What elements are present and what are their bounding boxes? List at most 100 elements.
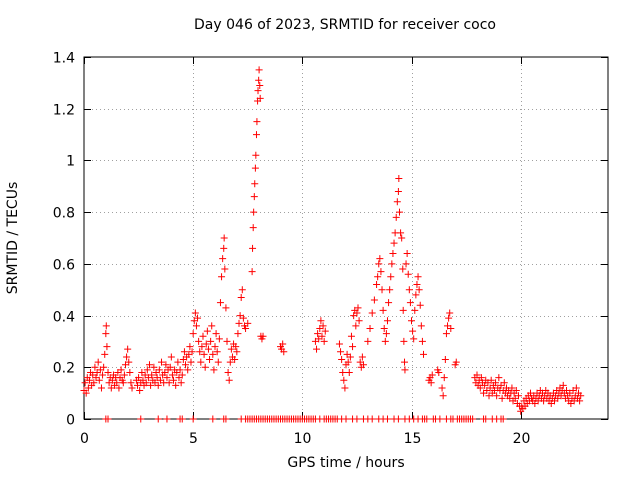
data-point: [200, 350, 208, 358]
data-point: [381, 337, 389, 345]
data-point: [218, 273, 226, 281]
data-point: [499, 415, 507, 423]
data-point: [337, 348, 345, 356]
data-point: [353, 415, 361, 423]
data-point: [388, 260, 396, 268]
data-point: [410, 335, 418, 343]
data-point: [208, 322, 216, 330]
data-point: [428, 371, 436, 379]
data-point: [435, 368, 443, 376]
data-point: [103, 343, 111, 351]
data-point: [347, 332, 355, 340]
data-point: [168, 371, 176, 379]
data-point: [403, 250, 411, 258]
data-point: [398, 234, 406, 242]
data-point: [397, 229, 405, 237]
data-point: [492, 379, 500, 387]
data-point: [99, 371, 107, 379]
data-point: [255, 76, 263, 84]
data-point: [225, 376, 233, 384]
data-point: [445, 314, 453, 322]
data-point: [170, 376, 178, 384]
data-point: [142, 379, 150, 387]
data-point: [126, 368, 134, 376]
data-point: [177, 379, 185, 387]
data-point: [414, 273, 422, 281]
data-point: [216, 299, 224, 307]
data-point: [148, 371, 156, 379]
data-point: [206, 356, 214, 364]
data-point: [227, 345, 235, 353]
data-point: [442, 330, 450, 338]
data-point: [355, 317, 363, 325]
data-point: [85, 376, 93, 384]
data-point: [167, 353, 175, 361]
grid-layer: [84, 57, 608, 419]
data-point: [213, 348, 221, 356]
data-point: [237, 293, 245, 301]
data-point: [341, 384, 349, 392]
data-point: [432, 415, 440, 423]
data-point: [374, 273, 382, 281]
data-point: [137, 415, 145, 423]
data-point: [163, 374, 171, 382]
y-tick-label: 0.2: [53, 361, 75, 377]
data-point: [345, 368, 353, 376]
data-point: [477, 374, 485, 382]
data-point: [102, 330, 110, 338]
data-point: [224, 368, 232, 376]
data-point: [498, 394, 506, 402]
data-point: [187, 358, 195, 366]
y-tick-label: 0.6: [53, 258, 75, 274]
data-point: [319, 322, 327, 330]
data-point: [102, 322, 110, 330]
data-point: [280, 348, 288, 356]
data-point: [368, 415, 376, 423]
data-point: [446, 309, 454, 317]
data-point: [493, 392, 501, 400]
data-point: [127, 379, 135, 387]
data-point: [399, 306, 407, 314]
data-point: [128, 384, 136, 392]
data-point: [100, 363, 108, 371]
data-point: [411, 306, 419, 314]
data-point: [201, 363, 209, 371]
data-point: [248, 268, 256, 276]
data-point: [317, 317, 325, 325]
data-point: [395, 175, 403, 183]
data-point: [576, 397, 584, 405]
data-point: [204, 345, 212, 353]
data-point: [393, 198, 401, 206]
data-point: [214, 358, 222, 366]
data-point: [416, 301, 424, 309]
data-point: [256, 81, 264, 89]
data-point: [415, 286, 423, 294]
data-point: [197, 358, 205, 366]
data-point: [342, 415, 350, 423]
data-point: [402, 260, 410, 268]
data-point: [412, 291, 420, 299]
data-point: [383, 317, 391, 325]
data-point: [394, 415, 402, 423]
data-point: [321, 327, 329, 335]
data-point: [366, 325, 374, 332]
data-point: [404, 270, 412, 278]
data-point: [469, 415, 477, 423]
data-point: [385, 299, 393, 307]
data-point: [226, 358, 234, 366]
data-point: [104, 415, 112, 423]
data-point: [340, 376, 348, 384]
data-point: [508, 384, 516, 392]
data-point: [209, 415, 217, 423]
y-tick-label: 1.2: [53, 103, 75, 119]
data-point: [353, 309, 361, 317]
data-point: [196, 348, 204, 356]
data-point: [154, 381, 162, 389]
data-point: [338, 356, 346, 364]
data-point: [378, 286, 386, 294]
data-point: [120, 371, 128, 379]
data-point: [119, 379, 127, 387]
data-point: [500, 379, 508, 387]
data-point: [195, 337, 203, 345]
data-point: [162, 361, 170, 369]
